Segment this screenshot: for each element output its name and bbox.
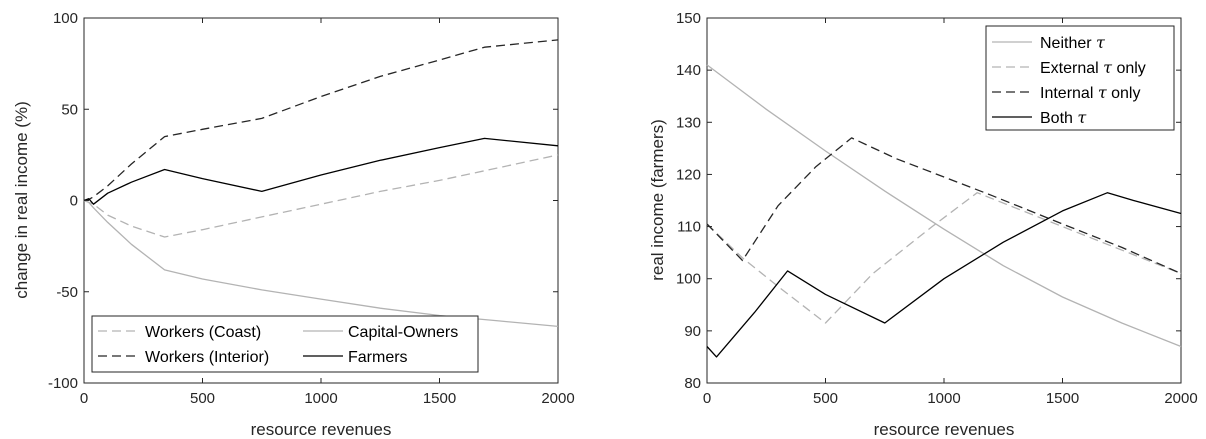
chart-right-farmer-income: 0 500 1000 1500 2000 80 90 100 110 120 130 140 150 r… (648, 10, 1198, 439)
y-tick-label-right: 90 (684, 323, 701, 340)
chart-left-income-change: 0 500 1000 1500 2000 -100 -50 0 50 100 resource r… (12, 10, 575, 439)
x-tick-label-right: 1500 (1046, 390, 1079, 407)
y-tick-label-right: 130 (676, 114, 701, 131)
x-tick-label-right: 500 (813, 390, 838, 407)
x-tick-label-left: 1500 (423, 390, 456, 407)
y-tick-label-right: 100 (676, 271, 701, 288)
x-tick-label-left: 500 (190, 390, 215, 407)
y-tick-label-left: -100 (48, 375, 78, 392)
y-axis-label-right: real income (farmers) (648, 119, 667, 281)
series-line-both (706, 192, 1182, 358)
series-layer-right (706, 64, 1182, 358)
legend-label-external-tau-only: External τ only (1040, 58, 1146, 77)
series-line-internal-only (706, 137, 1182, 275)
legend-label-capital-owners: Capital-Owners (348, 324, 458, 341)
y-tick-label-right: 80 (684, 375, 701, 392)
x-axis-label-right: resource revenues (874, 420, 1015, 439)
legend-right: Neither τ External τ only Internal τ only B… (985, 25, 1175, 131)
x-tick-label-right: 0 (703, 390, 711, 407)
legend-label-workers-coast: Workers (Coast) (145, 324, 261, 341)
y-tick-label-right: 120 (676, 166, 701, 183)
ticks-layer-left: 0 500 1000 1500 2000 -100 -50 0 50 100 (48, 10, 575, 407)
x-tick-label-left: 2000 (541, 390, 574, 407)
y-axis-label-left: change in real income (%) (12, 101, 31, 298)
series-line-workers-coast (83, 154, 559, 238)
x-tick-label-right: 1000 (927, 390, 960, 407)
series-line-farmers (83, 137, 559, 205)
legend-label-both-tau: Both τ (1040, 108, 1087, 127)
legend-label-workers-interior: Workers (Interior) (145, 349, 269, 366)
series-line-neither (706, 64, 1182, 348)
y-tick-label-right: 150 (676, 10, 701, 27)
legend-box-right (985, 25, 1175, 131)
series-line-workers-interior (83, 39, 559, 202)
legend-box-left (91, 315, 479, 373)
legend-label-internal-tau-only: Internal τ only (1040, 83, 1140, 102)
y-tick-label-left: 100 (53, 10, 78, 27)
y-tick-label-left: 0 (70, 193, 78, 210)
legend-left: Workers (Coast) Capital-Owners Workers (… (91, 315, 479, 373)
legend-label-neither-tau: Neither τ (1040, 33, 1106, 52)
y-tick-label-left: -50 (56, 284, 78, 301)
y-tick-label-right: 140 (676, 62, 701, 79)
y-tick-label-right: 110 (677, 219, 701, 236)
legend-label-farmers: Farmers (348, 349, 408, 366)
legend-rows-right: Neither τ External τ only Internal τ only B… (992, 33, 1146, 127)
x-tick-label-left: 1000 (304, 390, 337, 407)
x-tick-label-left: 0 (80, 390, 88, 407)
series-line-external-only (706, 192, 1182, 324)
y-tick-label-left: 50 (61, 101, 78, 118)
x-axis-label-left: resource revenues (251, 420, 392, 439)
x-tick-label-right: 2000 (1164, 390, 1197, 407)
ticks-layer-right: 0 500 1000 1500 2000 80 90 100 110 120 130 140 150 (676, 10, 1198, 407)
